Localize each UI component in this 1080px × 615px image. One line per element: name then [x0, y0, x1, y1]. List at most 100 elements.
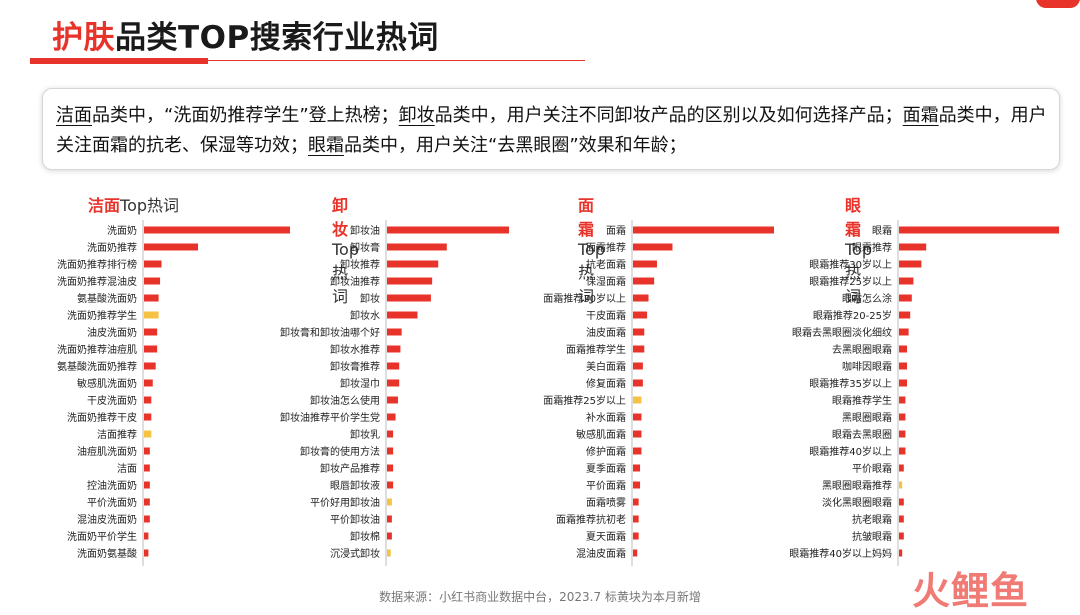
bar [899, 549, 903, 557]
summary-seg: 面霜 [902, 105, 939, 126]
category-label: 面霜推荐学生 [566, 343, 626, 356]
category-label: 咖啡因眼霜 [842, 361, 892, 373]
category-label: 卸妆乳 [350, 428, 380, 441]
category-label: 修护面霜 [586, 445, 626, 458]
category-label: 敏感肌面霜 [576, 428, 626, 441]
category-label: 卸妆 [360, 292, 380, 305]
bar-new [144, 311, 159, 319]
bar [387, 515, 392, 523]
bar [899, 226, 1059, 234]
category-label: 卸妆推荐 [340, 258, 380, 271]
category-label: 卸妆膏和卸妆油哪个好 [280, 326, 380, 339]
bar [387, 379, 400, 387]
bar [899, 345, 907, 353]
bar [633, 260, 657, 268]
bar [387, 464, 394, 472]
bar [387, 430, 394, 438]
bar [633, 243, 673, 251]
bar [144, 464, 150, 472]
category-label: 氨基酸洗面奶推荐 [57, 360, 137, 373]
bar [633, 277, 655, 285]
summary-seg: 品类中，用户关注“去黑眼圈”效果和年龄； [344, 135, 687, 156]
category-label: 卸妆膏的使用方法 [300, 445, 380, 458]
bar [633, 294, 649, 302]
category-label: 眼霜推荐学生 [832, 394, 892, 407]
bar [387, 294, 431, 302]
bar [144, 413, 152, 421]
category-label: 抗皱眼霜 [852, 530, 892, 543]
bar [633, 345, 645, 353]
bar [387, 362, 400, 370]
bar [899, 447, 906, 455]
category-label: 眼霜推荐25岁以上 [809, 275, 892, 288]
category-label: 眼霜 [872, 225, 892, 237]
category-label: 敏感肌洗面奶 [77, 377, 137, 390]
bar [899, 362, 907, 370]
bar [144, 379, 153, 387]
category-label: 卸妆膏推荐 [330, 360, 380, 373]
category-label: 面霜推荐25岁以上 [543, 394, 626, 407]
category-label: 面霜推荐 [586, 241, 626, 254]
category-label: 沉浸式卸妆 [330, 547, 380, 560]
category-label: 洁面推荐 [97, 428, 137, 441]
bar [387, 243, 447, 251]
bar [387, 481, 394, 489]
category-label: 卸妆油推荐 [330, 275, 380, 288]
category-label: 油痘肌洗面奶 [77, 445, 137, 458]
summary-box: 洁面品类中，“洗面奶推荐学生”登上热榜；卸妆品类中，用户关注不同卸妆产品的区别以… [42, 88, 1060, 170]
bar [633, 328, 645, 336]
chart-makeup-remover: 卸妆Top热词 卸妆油 卸妆膏 卸妆推荐 卸妆油推荐 卸妆 卸妆水 卸妆膏和卸妆油哪个好 卸妆… [0, 184, 509, 574]
category-label: 面霜推荐30岁以上 [543, 292, 626, 305]
bar [144, 226, 290, 234]
category-label: 干皮洗面奶 [87, 394, 137, 407]
bar-chart-svg: 面霜面霜推荐抗老面霜保湿面霜面霜推荐30岁以上干皮面霜油皮面霜面霜推荐学生美白面… [543, 220, 774, 566]
category-label: 洗面奶推荐 [87, 241, 137, 254]
chart-title-suffix: Top热词 [332, 240, 359, 306]
chart-face-cream: 面霜Top热词 面霜 面霜推荐 抗老面霜 保湿面霜 面霜推荐30岁以上 干皮面霜 油皮面霜面… [0, 184, 774, 574]
summary-seg: 卸妆 [398, 105, 435, 126]
bar [144, 260, 162, 268]
page-title-highlight: 护肤 [52, 20, 115, 56]
title-divider [30, 60, 585, 61]
page-title-rest: 品类TOP搜索行业热词 [115, 20, 439, 56]
category-label: 眼霜去黑眼圈 [832, 429, 892, 441]
category-label: 氨基酸洗面奶 [77, 292, 137, 305]
summary-seg: 品类中，用户关注不同卸妆产品的区别以及如何选择产品； [434, 105, 903, 126]
bar [899, 260, 922, 268]
category-label: 眼霜推荐30岁以上 [809, 258, 892, 271]
category-label: 保湿面霜 [586, 275, 626, 288]
category-label: 夏天面霜 [586, 531, 626, 543]
category-label: 修复面霜 [586, 377, 626, 390]
summary-seg: 品类中，用户关注面霜的抗老、保湿等功效； [56, 105, 1047, 156]
bar [144, 328, 158, 336]
category-label: 卸妆湿巾 [340, 377, 380, 390]
bar [144, 294, 159, 302]
bar [899, 413, 906, 421]
category-label: 卸妆水 [350, 309, 380, 322]
category-label: 眼霜怎么涂 [842, 292, 892, 305]
category-label: 平价卸妆油 [330, 513, 380, 526]
bar [144, 481, 150, 489]
category-label: 去黑眼圈眼霜 [832, 344, 892, 356]
bar [899, 294, 912, 302]
bar [899, 277, 914, 285]
chart-title: 眼霜Top热词 [845, 192, 872, 307]
bar-chart-svg: 卸妆油卸妆膏卸妆推荐卸妆油推荐卸妆卸妆水卸妆膏和卸妆油哪个好卸妆水推荐卸妆膏推荐… [280, 220, 509, 566]
bar [144, 277, 161, 285]
bar [899, 328, 909, 336]
category-label: 卸妆油推荐平价学生党 [280, 411, 380, 424]
bar [899, 464, 904, 472]
category-label: 洗面奶推荐排行榜 [57, 258, 137, 271]
category-label: 控油洗面奶 [87, 479, 137, 492]
bar [387, 345, 401, 353]
bar [899, 498, 904, 506]
summary-seg: 洁面 [56, 105, 92, 126]
chart-title: 面霜Top热词 [578, 192, 605, 307]
chart-title-suffix: Top热词 [845, 240, 872, 306]
category-label: 平价洗面奶 [87, 497, 137, 509]
category-label: 美白面霜 [586, 360, 626, 373]
page-title: 护肤品类TOP搜索行业热词 [52, 12, 439, 57]
bar-new [144, 430, 152, 438]
bar [387, 260, 439, 268]
bar-new [387, 549, 391, 557]
